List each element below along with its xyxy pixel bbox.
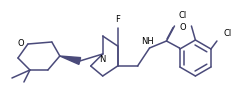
Text: Cl: Cl <box>178 12 187 21</box>
Text: N: N <box>99 55 106 65</box>
Text: NH: NH <box>141 36 154 46</box>
Text: O: O <box>18 39 24 48</box>
Text: O: O <box>179 24 186 33</box>
Polygon shape <box>60 56 81 64</box>
Text: Cl: Cl <box>224 29 232 38</box>
Text: F: F <box>115 15 120 24</box>
